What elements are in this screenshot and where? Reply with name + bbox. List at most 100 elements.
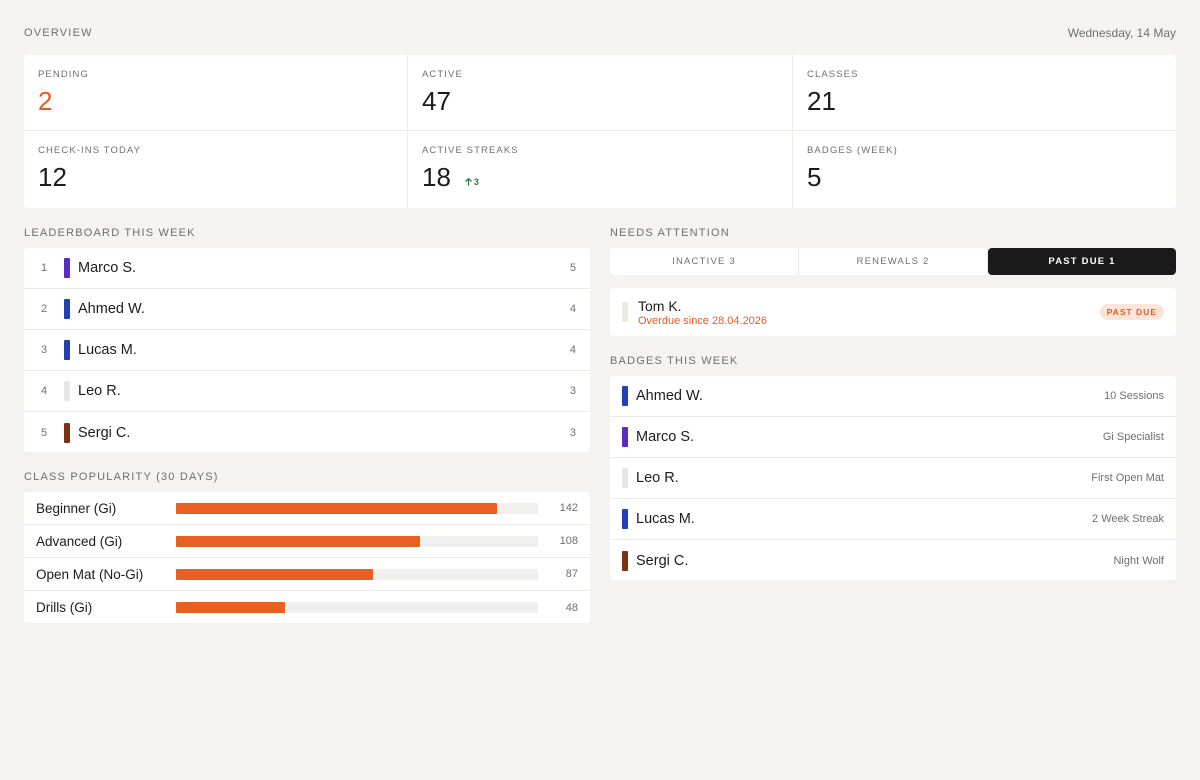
member-name: Tom K.: [638, 297, 682, 314]
stat-value: 2: [38, 86, 53, 116]
leaderboard-row[interactable]: 4 Leo R. 3: [24, 371, 590, 412]
class-name: Advanced (Gi): [36, 533, 123, 549]
member-color-swatch: [622, 427, 628, 447]
stat-label: ACTIVE STREAKS: [422, 145, 519, 156]
stat-value: 12: [38, 162, 67, 192]
popularity-bar-track: [176, 568, 538, 580]
badge-name: 2 Week Streak: [1092, 513, 1164, 525]
class-popularity: Beginner (Gi) 142 Advanced (Gi) 108 Open…: [24, 492, 590, 623]
member-color-swatch: [622, 468, 628, 488]
rank: 2: [41, 303, 48, 315]
class-name: Beginner (Gi): [36, 500, 117, 516]
leaderboard-row[interactable]: 3 Lucas M. 4: [24, 330, 590, 371]
popularity-bar-fill: [176, 568, 373, 580]
class-count: 87: [565, 568, 578, 580]
badges-week-title: BADGES THIS WEEK: [610, 355, 739, 367]
rank: 1: [41, 262, 48, 274]
badge-name: Night Wolf: [1113, 554, 1164, 567]
popularity-bar-track: [176, 502, 538, 514]
leaderboard-row[interactable]: 5 Sergi C. 3: [24, 412, 590, 453]
tab-renewals[interactable]: RENEWALS 2: [799, 248, 988, 275]
class-name: Drills (Gi): [36, 600, 93, 615]
badge-row[interactable]: Lucas M. 2 Week Streak: [610, 499, 1176, 540]
stat-badges-week[interactable]: BADGES (WEEK) 5: [793, 131, 1176, 208]
popularity-bar-fill: [176, 535, 421, 547]
stat-active-streaks[interactable]: ACTIVE STREAKS 18 3: [408, 131, 793, 208]
stat-classes[interactable]: CLASSES 21: [793, 55, 1176, 131]
current-date: Wednesday, 14 May: [1067, 26, 1176, 40]
class-row[interactable]: Beginner (Gi) 142: [24, 492, 590, 525]
attention-item[interactable]: Tom K. Overdue since 28.04.2026 PAST DUE: [610, 288, 1176, 336]
stat-label: BADGES (WEEK): [807, 145, 898, 156]
stat-value: 47: [422, 86, 451, 116]
delta-value: 3: [473, 177, 479, 187]
class-name: Open Mat (No-Gi): [36, 566, 144, 582]
leaderboard-row[interactable]: 1 Marco S. 5: [24, 248, 590, 289]
class-popularity-title: CLASS POPULARITY (30 DAYS): [24, 471, 219, 483]
popularity-bar-track: [176, 535, 538, 547]
member-name: Lucas M.: [636, 511, 695, 527]
class-count: 108: [559, 535, 578, 547]
stat-active[interactable]: ACTIVE 47: [408, 55, 793, 131]
popularity-bar-fill: [176, 602, 285, 613]
score: 3: [569, 426, 576, 439]
member-name: Sergi C.: [78, 424, 131, 441]
stat-value: 18: [422, 162, 451, 192]
attention-tabs: INACTIVE 3 RENEWALS 2 PAST DUE 1: [610, 248, 1176, 275]
member-name: Ahmed W.: [78, 301, 145, 317]
class-row[interactable]: Open Mat (No-Gi) 87: [24, 558, 590, 591]
badge-row[interactable]: Ahmed W. 10 Sessions: [610, 376, 1176, 417]
stat-value-row: 18 3: [422, 162, 778, 193]
leaderboard-row[interactable]: 2 Ahmed W. 4: [24, 289, 590, 330]
badges-week: Ahmed W. 10 Sessions Marco S. Gi Special…: [610, 376, 1176, 580]
class-count: 142: [559, 502, 578, 514]
badge-row[interactable]: Marco S. Gi Specialist: [610, 417, 1176, 458]
member-color-swatch: [64, 381, 70, 401]
member-color-swatch: [622, 550, 628, 571]
member-color-swatch: [64, 340, 70, 360]
member-name: Ahmed W.: [636, 388, 703, 404]
class-row[interactable]: Advanced (Gi) 108: [24, 525, 590, 558]
member-color-swatch: [622, 386, 628, 406]
badge-row[interactable]: Leo R. First Open Mat: [610, 458, 1176, 499]
score: 4: [569, 303, 576, 315]
badge-name: Gi Specialist: [1102, 431, 1164, 443]
member-name: Leo R.: [636, 470, 679, 486]
stat-label: ACTIVE: [422, 69, 463, 80]
member-name: Leo R.: [78, 383, 121, 399]
attention-text: Tom K. Overdue since 28.04.2026: [638, 298, 1100, 327]
rank: 5: [41, 426, 48, 439]
class-count: 48: [565, 601, 578, 614]
rank: 3: [41, 344, 48, 356]
member-color-swatch: [622, 302, 628, 322]
overview-header: OVERVIEW Wednesday, 14 May: [24, 25, 1176, 41]
score: 3: [569, 385, 576, 397]
stats-grid: PENDING 2 ACTIVE 47 CLASSES 21 CHECK-INS…: [24, 55, 1176, 208]
leaderboard-title: LEADERBOARD THIS WEEK: [24, 227, 196, 239]
member-color-swatch: [64, 258, 70, 278]
tab-past-due[interactable]: PAST DUE 1: [988, 248, 1176, 275]
page-title: OVERVIEW: [24, 27, 93, 39]
arrow-up-icon: [464, 178, 472, 186]
needs-attention-title: NEEDS ATTENTION: [610, 227, 730, 239]
badge-name: 10 Sessions: [1104, 390, 1164, 402]
member-name: Sergi C.: [636, 552, 689, 569]
popularity-bar-fill: [176, 502, 498, 514]
member-name: Marco S.: [78, 260, 137, 276]
member-name: Lucas M.: [78, 342, 137, 358]
member-color-swatch: [64, 422, 70, 443]
class-row[interactable]: Drills (Gi) 48: [24, 591, 590, 624]
score: 4: [569, 344, 576, 356]
score: 5: [569, 262, 576, 274]
stat-value: 21: [807, 86, 836, 116]
badge-row[interactable]: Sergi C. Night Wolf: [610, 540, 1176, 581]
leaderboard: 1 Marco S. 5 2 Ahmed W. 4 3 Lucas M. 4 4…: [24, 248, 590, 452]
member-name: Marco S.: [636, 429, 695, 445]
stat-checkins-today[interactable]: CHECK-INS TODAY 12: [24, 131, 408, 208]
tab-inactive[interactable]: INACTIVE 3: [610, 248, 799, 275]
stat-label: CHECK-INS TODAY: [38, 145, 142, 156]
badge-name: First Open Mat: [1091, 472, 1164, 484]
streak-delta: 3: [464, 177, 479, 187]
stat-pending[interactable]: PENDING 2: [24, 55, 408, 131]
status-badge: PAST DUE: [1099, 304, 1164, 320]
